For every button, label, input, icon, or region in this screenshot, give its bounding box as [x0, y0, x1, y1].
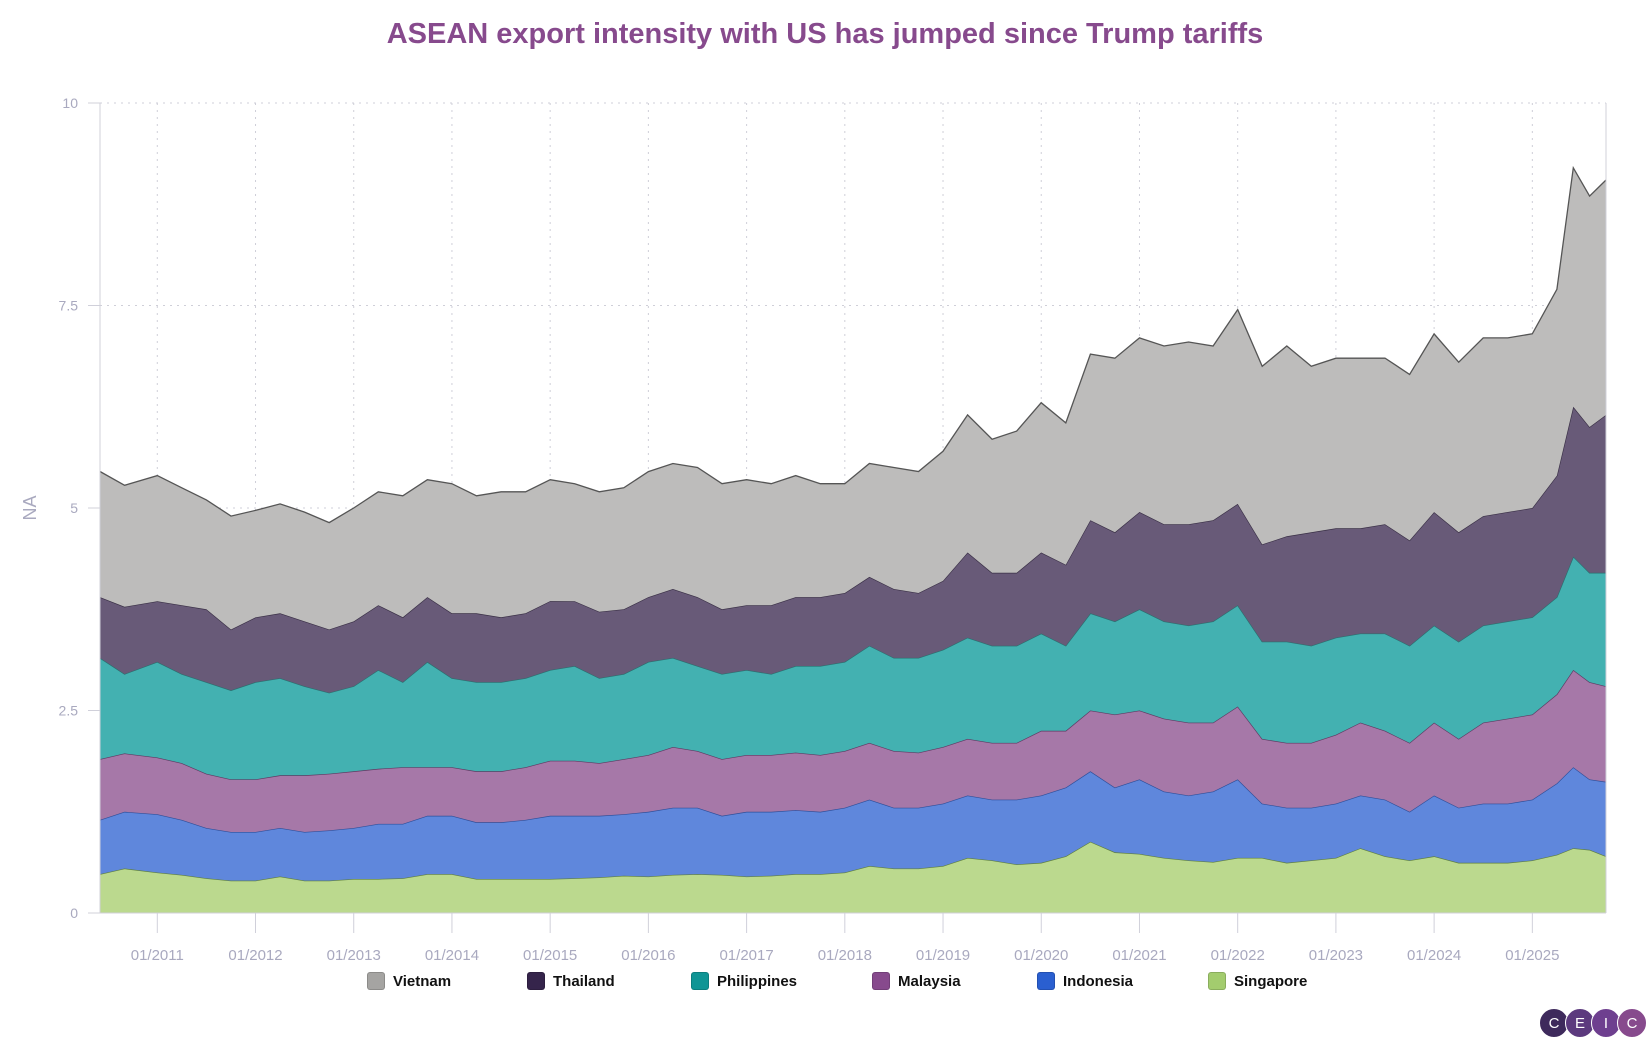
- x-tick-label: 01/2013: [327, 947, 381, 964]
- x-tick-label: 01/2021: [1112, 947, 1166, 964]
- line-vietnam: [99, 165, 1607, 524]
- x-tick-label: 01/2018: [818, 947, 872, 964]
- y-tick-label: 7.5: [59, 298, 79, 314]
- x-tick-label: 01/2012: [228, 947, 282, 964]
- area-malaysia: [100, 670, 1606, 832]
- legend-label: Philippines: [717, 972, 798, 990]
- logo-letter: I: [1591, 1008, 1621, 1038]
- legend-label: Vietnam: [393, 972, 452, 990]
- area-thailand: [100, 406, 1606, 693]
- x-tick-label: 01/2023: [1309, 947, 1363, 964]
- area-philippines: [100, 556, 1606, 780]
- legend-label: Thailand: [553, 972, 615, 990]
- legend-label: Malaysia: [898, 972, 961, 990]
- area-vietnam: [100, 167, 1606, 630]
- x-tick-label: 01/2014: [425, 947, 479, 964]
- x-tick-label: 01/2020: [1014, 947, 1068, 964]
- legend-swatch: [1037, 972, 1055, 990]
- x-tick-label: 01/2019: [916, 947, 970, 964]
- legend-item-thailand[interactable]: Thailand: [527, 972, 615, 990]
- x-tick-label: 01/2011: [131, 947, 184, 964]
- legend-swatch: [527, 972, 545, 990]
- y-axis-label: NA: [20, 495, 40, 520]
- y-tick-label: 0: [70, 905, 78, 921]
- x-tick-label: 01/2016: [621, 947, 675, 964]
- legend-item-indonesia[interactable]: Indonesia: [1037, 972, 1133, 990]
- legend-swatch: [1208, 972, 1226, 990]
- chart-title: ASEAN export intensity with US has jumpe…: [386, 18, 1264, 50]
- legend-item-philippines[interactable]: Philippines: [691, 972, 797, 990]
- legend-label: Indonesia: [1063, 972, 1134, 990]
- legend-label: Singapore: [1234, 972, 1308, 990]
- x-tick-label: 01/2025: [1505, 947, 1559, 964]
- ceic-logo: C E I C: [1539, 1008, 1647, 1038]
- areas: [99, 165, 1607, 913]
- legend-item-malaysia[interactable]: Malaysia: [872, 972, 961, 990]
- logo-letter: C: [1617, 1008, 1647, 1038]
- y-tick-label: 2.5: [59, 703, 79, 719]
- legend-swatch: [367, 972, 385, 990]
- x-tick-label: 01/2024: [1407, 947, 1461, 964]
- y-tick-label: 10: [62, 95, 78, 111]
- y-tick-label: 5: [70, 500, 78, 516]
- x-tick-label: 01/2022: [1211, 947, 1265, 964]
- area-indonesia: [100, 767, 1606, 881]
- x-tick-label: 01/2017: [719, 947, 773, 964]
- legend-swatch: [691, 972, 709, 990]
- legend-swatch: [872, 972, 890, 990]
- axes: 0 2.5 5 7.5 10 01/2011 01/2012 01/2013 01/2014 01…: [59, 95, 1607, 964]
- legend-item-vietnam[interactable]: Vietnam: [367, 972, 451, 990]
- x-tick-label: 01/2015: [523, 947, 577, 964]
- logo-letter: E: [1565, 1008, 1595, 1038]
- legend-item-singapore[interactable]: Singapore: [1208, 972, 1307, 990]
- legend: Vietnam Thailand Philippines Malaysia In…: [0, 972, 1650, 998]
